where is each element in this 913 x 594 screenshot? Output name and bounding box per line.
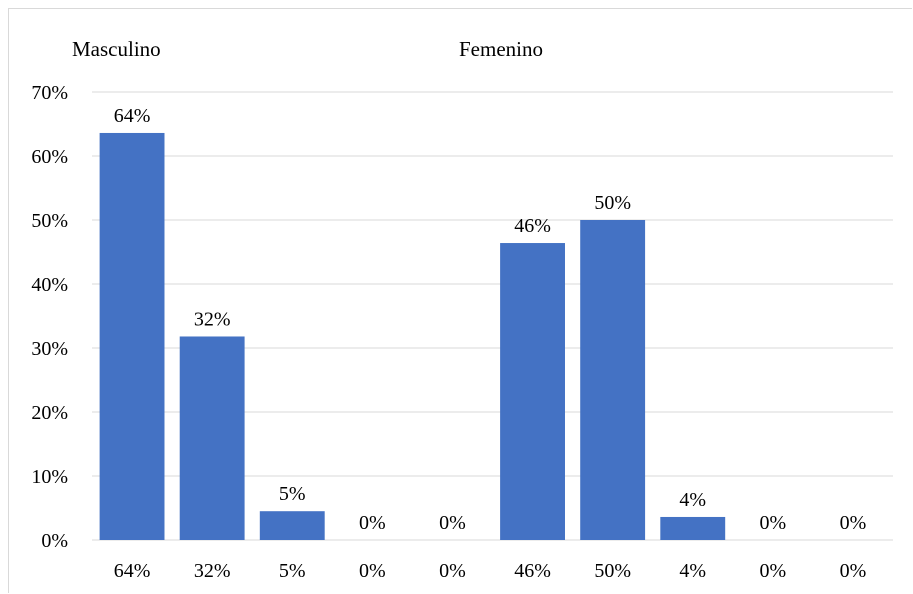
group-label-masculino: Masculino [72, 37, 161, 61]
bar-femenino-3 [660, 516, 726, 540]
group-label-femenino: Femenino [459, 37, 543, 61]
x-tick-label: 0% [760, 560, 787, 582]
bar-masculino-2 [179, 336, 245, 540]
data-label: 0% [840, 512, 867, 534]
data-label: 46% [514, 215, 551, 237]
y-tick-label: 20% [31, 402, 68, 424]
y-tick-label: 70% [31, 82, 68, 104]
data-labels: 64% 32% 5% 0% 0% 46% 50% 4% 0% 0% [114, 105, 867, 534]
x-tick-label: 5% [279, 560, 306, 582]
data-label: 50% [594, 192, 631, 214]
x-tick-label: 64% [114, 560, 151, 582]
y-tick-label: 50% [31, 210, 68, 232]
y-tick-label: 30% [31, 338, 68, 360]
data-label: 4% [679, 489, 706, 511]
bar-masculino-1 [99, 132, 165, 540]
x-tick-label: 4% [679, 560, 706, 582]
x-tick-label: 50% [594, 560, 631, 582]
x-tick-label: 0% [439, 560, 466, 582]
x-tick-label: 0% [359, 560, 386, 582]
y-axis: 0% 10% 20% 30% 40% 50% 60% 70% [31, 82, 68, 552]
data-label: 0% [760, 512, 787, 534]
data-label: 5% [279, 483, 306, 505]
chart-frame [8, 8, 912, 593]
y-tick-label: 40% [31, 274, 68, 296]
group-labels: Masculino Femenino [72, 37, 543, 61]
y-tick-label: 0% [41, 530, 68, 552]
data-label: 32% [194, 308, 231, 330]
y-tick-label: 60% [31, 146, 68, 168]
bar-femenino-1 [500, 243, 565, 541]
data-label: 0% [439, 512, 466, 534]
data-label: 64% [114, 105, 151, 127]
x-tick-label: 32% [194, 560, 231, 582]
y-tick-label: 10% [31, 466, 68, 488]
data-label: 0% [359, 512, 386, 534]
x-axis: 64% 32% 5% 0% 0% 46% 50% 4% 0% 0% [114, 560, 867, 582]
bar-masculino-3 [259, 511, 325, 540]
grid-lines [92, 91, 893, 541]
x-tick-label: 46% [514, 560, 551, 582]
x-tick-label: 0% [840, 560, 867, 582]
bars [99, 132, 726, 541]
bar-femenino-2 [580, 220, 646, 540]
